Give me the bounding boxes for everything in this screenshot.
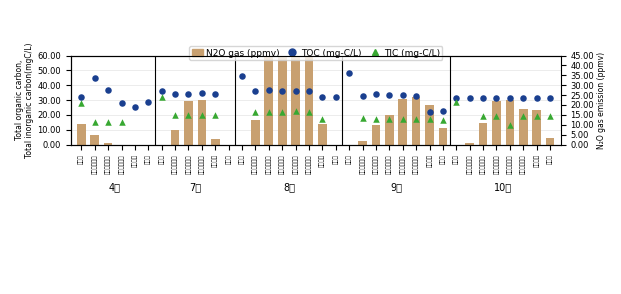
Point: [76, 101, 86, 105]
Point: [184, 92, 194, 96]
Point: [317, 117, 327, 122]
Point: [384, 93, 394, 97]
Point: [344, 71, 354, 76]
Bar: [371, 125, 380, 145]
Point: [237, 74, 247, 78]
Point: [425, 116, 435, 121]
Point: [211, 113, 220, 117]
Point: [438, 109, 448, 113]
Point: [117, 120, 127, 125]
Point: [438, 118, 448, 122]
Point: [156, 95, 166, 99]
Text: 10月: 10月: [494, 182, 512, 192]
Point: [358, 93, 368, 98]
Point: [211, 92, 220, 96]
Point: [478, 114, 488, 119]
Point: [156, 89, 166, 93]
Point: [304, 89, 314, 93]
Point: [411, 93, 421, 98]
Point: [545, 96, 555, 100]
Text: 4月: 4月: [109, 182, 121, 192]
Point: [505, 123, 515, 128]
Point: [76, 95, 86, 99]
Bar: [505, 100, 514, 145]
Point: [130, 105, 140, 110]
Point: [250, 110, 260, 114]
Bar: [532, 110, 541, 145]
Point: [451, 99, 461, 104]
Point: [384, 116, 394, 121]
Bar: [251, 120, 260, 145]
Point: [304, 110, 314, 114]
Point: [371, 116, 381, 121]
Point: [411, 116, 421, 121]
Point: [505, 96, 515, 100]
Point: [250, 89, 260, 93]
Bar: [546, 138, 555, 145]
Bar: [291, 51, 300, 145]
Bar: [184, 101, 193, 145]
Point: [519, 96, 528, 100]
Point: [90, 76, 100, 80]
Point: [451, 96, 461, 100]
Text: 8月: 8月: [283, 182, 295, 192]
Point: [197, 113, 207, 117]
Bar: [492, 101, 501, 145]
Legend: N2O gas (ppmv), TOC (mg-C/L), TIC (mg-C/L): N2O gas (ppmv), TOC (mg-C/L), TIC (mg-C/…: [189, 46, 442, 60]
Y-axis label: Total organic carbon,
Total inorganic carbon(mgC/L): Total organic carbon, Total inorganic ca…: [15, 42, 34, 158]
Point: [170, 113, 180, 117]
Bar: [385, 115, 394, 145]
Bar: [278, 39, 286, 145]
Bar: [104, 143, 112, 145]
Point: [291, 89, 301, 93]
Text: 9月: 9月: [390, 182, 402, 192]
Bar: [265, 51, 273, 145]
Bar: [91, 135, 99, 145]
Bar: [412, 97, 420, 145]
Bar: [519, 109, 528, 145]
Point: [264, 110, 274, 114]
Point: [532, 114, 542, 119]
Point: [143, 99, 153, 104]
Bar: [171, 130, 179, 145]
Point: [170, 92, 180, 96]
Point: [317, 95, 327, 99]
Point: [371, 92, 381, 96]
Bar: [305, 51, 314, 145]
Point: [398, 116, 408, 121]
Bar: [399, 99, 407, 145]
Point: [291, 109, 301, 113]
Bar: [465, 143, 474, 145]
Point: [398, 93, 408, 97]
Point: [103, 87, 113, 92]
Point: [103, 120, 113, 125]
Point: [90, 120, 100, 125]
Bar: [425, 105, 434, 145]
Point: [264, 88, 274, 93]
Bar: [438, 128, 447, 145]
Point: [491, 114, 501, 119]
Point: [277, 89, 287, 93]
Point: [277, 110, 287, 114]
Point: [465, 96, 474, 100]
Point: [532, 96, 542, 100]
Y-axis label: N₂O gas emission (ppmv): N₂O gas emission (ppmv): [597, 51, 606, 148]
Point: [358, 116, 368, 120]
Point: [425, 110, 435, 114]
Bar: [77, 124, 86, 145]
Point: [519, 114, 528, 119]
Point: [491, 96, 501, 100]
Point: [478, 96, 488, 100]
Point: [331, 95, 341, 99]
Point: [117, 101, 127, 105]
Bar: [197, 100, 206, 145]
Bar: [211, 138, 220, 145]
Point: [545, 114, 555, 119]
Point: [197, 91, 207, 96]
Bar: [358, 141, 367, 145]
Bar: [479, 123, 487, 145]
Text: 7月: 7月: [189, 182, 201, 192]
Point: [184, 113, 194, 117]
Bar: [318, 124, 327, 145]
